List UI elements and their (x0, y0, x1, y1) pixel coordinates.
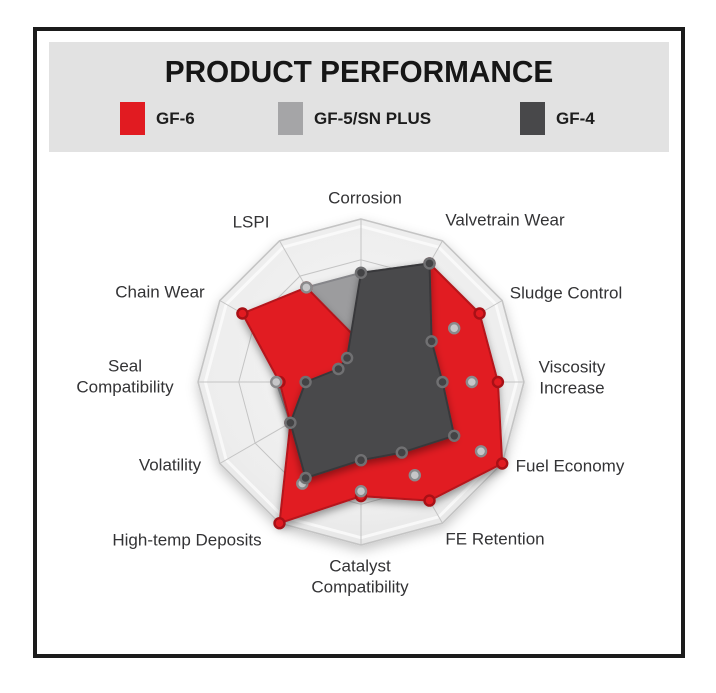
data-point (496, 457, 509, 470)
legend-swatch-gf-5-sn-plus (278, 102, 303, 135)
data-point (425, 335, 438, 348)
data-point (284, 416, 297, 429)
data-point (465, 375, 478, 389)
legend-swatch-gf-4 (520, 102, 545, 135)
data-point (473, 307, 486, 320)
data-point (332, 362, 345, 376)
data-point (354, 266, 368, 279)
data-point (340, 351, 354, 365)
legend-label-gf-5-sn-plus: GF-5/SN PLUS (314, 108, 432, 128)
data-point (423, 494, 436, 507)
axis-label-chain-wear: Chain Wear (115, 282, 205, 302)
axis-label-seal-compatibility: Seal Compatibility (76, 356, 174, 396)
legend-item-gf-6: GF-6 (120, 102, 195, 135)
data-point (354, 485, 368, 498)
axis-label-corrosion: Corrosion (328, 188, 402, 208)
axis-label-fuel-economy: Fuel Economy (515, 456, 625, 476)
data-point (300, 281, 313, 294)
data-point (408, 469, 421, 482)
axis-label-high-temp-deposits: High-temp Deposits (112, 530, 262, 550)
axis-label-lspi: LSPI (232, 212, 270, 232)
legend-label-gf-6: GF-6 (156, 108, 195, 128)
data-point (354, 454, 368, 467)
series-markers-gf-4 (284, 257, 461, 485)
legend-item-gf-5-sn-plus: GF-5/SN PLUS (278, 102, 431, 135)
data-point (448, 429, 461, 442)
axis-label-sludge-control: Sludge Control (509, 283, 623, 303)
legend-swatch-gf-6 (120, 102, 145, 135)
legend-item-gf-4: GF-4 (520, 102, 595, 135)
data-point (491, 375, 505, 389)
axis-label-volatility: Volatility (138, 455, 202, 475)
data-point (270, 375, 283, 389)
header-band: PRODUCT PERFORMANCE GF-6 GF-5/SN PLUS GF… (49, 42, 669, 152)
data-point (436, 375, 449, 389)
chart-title: PRODUCT PERFORMANCE (164, 54, 554, 89)
legend: GF-6 GF-5/SN PLUS GF-4 (49, 102, 669, 142)
axis-label-fe-retention: FE Retention (445, 529, 545, 549)
legend-label-gf-4: GF-4 (556, 108, 595, 128)
data-point (474, 445, 488, 458)
data-point (299, 375, 312, 389)
data-point (395, 446, 408, 459)
data-point (273, 517, 286, 530)
data-point (236, 307, 249, 320)
data-point (448, 322, 461, 335)
data-point (299, 471, 312, 485)
axis-label-catalyst-compatibility: Catalyst Compatibility (311, 556, 409, 596)
data-point (423, 257, 436, 270)
axis-label-viscosity-increase: Viscosity Increase (538, 357, 606, 397)
axis-label-valvetrain-wear: Valvetrain Wear (445, 210, 565, 230)
